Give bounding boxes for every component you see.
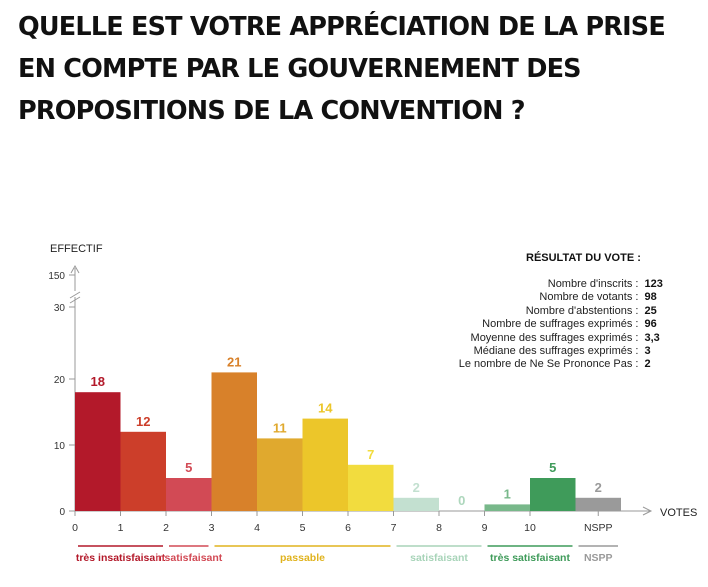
result-row: Le nombre de Ne Se Prononce Pas : 2 — [380, 358, 680, 371]
bar — [393, 497, 439, 511]
result-row: Nombre d'abstentions : 25 — [380, 305, 680, 318]
y-axis-arrow — [70, 264, 80, 274]
category-label: NSPP — [584, 552, 613, 564]
x-tick-label: 5 — [300, 522, 306, 534]
bar-value-label: 2 — [413, 480, 420, 495]
bar — [211, 372, 257, 511]
result-label: Le nombre de Ne Se Prononce Pas : — [458, 358, 639, 371]
bar — [484, 504, 530, 511]
y-tick-label: 150 — [48, 271, 65, 282]
result-row: Nombre de suffrages exprimés : 96 — [380, 318, 680, 331]
bar-value-label: 14 — [318, 401, 333, 416]
result-value: 96 — [644, 318, 657, 331]
y-tick-label: 0 — [59, 507, 65, 518]
bar-value-label: 7 — [367, 447, 374, 462]
bar-value-label: 18 — [91, 374, 105, 389]
category-label: passable — [280, 552, 325, 564]
x-tick-label: 8 — [436, 522, 442, 534]
x-tick-label: NSPP — [584, 522, 613, 534]
y-tick-label: 20 — [54, 375, 66, 386]
bar — [257, 438, 303, 511]
result-label: Médiane des suffrages exprimés : — [473, 344, 639, 357]
page-title: QUELLE EST VOTRE APPRÉCIATION DE LA PRIS… — [18, 6, 698, 132]
bar-value-label: 1 — [504, 486, 511, 501]
result-value: 3 — [644, 344, 651, 357]
result-list: Nombre d'inscrits :123 Nombre de votants … — [380, 278, 680, 372]
category-label: très satisfaisant — [490, 552, 570, 564]
result-row: Nombre d'inscrits : 123 — [380, 278, 680, 291]
bar-value-label: 0 — [458, 493, 465, 508]
x-tick-label: 3 — [209, 522, 215, 534]
result-title: RÉSULTAT DU VOTE : — [526, 252, 641, 264]
result-row: Moyenne des suffrages exprimés : 3,3 — [380, 332, 680, 345]
result-value: 2 — [644, 358, 651, 371]
x-tick-label: 1 — [118, 522, 124, 534]
result-label: Nombre de votants : — [539, 291, 639, 304]
bar — [75, 392, 121, 511]
x-axis-arrow — [642, 506, 653, 516]
result-label: Nombre d'inscrits : — [547, 278, 639, 290]
bar — [302, 418, 348, 511]
result-label: Moyenne des suffrages exprimés : — [470, 331, 639, 344]
axis-break-mark — [69, 296, 81, 304]
result-row: Nombre de votants : 98 — [380, 291, 680, 304]
x-axis-label: VOTES — [660, 507, 697, 519]
result-value: 98 — [644, 291, 657, 304]
category-label: très insatisfaisant — [76, 552, 166, 564]
bar-value-label: 5 — [185, 460, 192, 475]
x-tick-label: 0 — [72, 522, 78, 534]
y-tick-label: 10 — [54, 441, 66, 452]
bar-value-label: 5 — [549, 460, 556, 475]
x-tick-label: 4 — [254, 522, 260, 534]
result-label: Nombre de suffrages exprimés : — [482, 318, 639, 331]
bar — [120, 431, 166, 511]
y-tick-label: 30 — [54, 303, 66, 314]
bar-value-label: 2 — [595, 480, 602, 495]
result-value: 123 — [644, 278, 663, 290]
result-value: 25 — [644, 304, 657, 317]
title-line-3: PROPOSITIONS DE LA CONVENTION ? — [18, 96, 526, 126]
axis-break-mark — [69, 291, 81, 299]
x-tick-label: 10 — [524, 522, 536, 534]
x-tick-label: 6 — [345, 522, 351, 534]
bar-value-label: 21 — [227, 354, 241, 369]
title-line-1: QUELLE EST VOTRE APPRÉCIATION DE LA PRIS… — [18, 12, 666, 42]
bar-value-label: 11 — [273, 420, 287, 435]
result-value: 3,3 — [644, 331, 660, 344]
y-axis-label: EFFECTIF — [50, 243, 103, 255]
bar-value-label: 12 — [136, 414, 150, 429]
bar — [348, 464, 394, 511]
category-label: insatisfaisant — [155, 552, 223, 564]
bar — [575, 497, 621, 511]
x-tick-label: 2 — [163, 522, 169, 534]
result-label: Nombre d'abstentions : — [525, 304, 639, 317]
bar — [530, 478, 576, 511]
result-row: Médiane des suffrages exprimés : 3 — [380, 345, 680, 358]
category-label: satisfaisant — [410, 552, 468, 564]
x-tick-label: 7 — [391, 522, 397, 534]
title-line-2: EN COMPTE PAR LE GOUVERNEMENT DES — [18, 54, 582, 84]
bar — [166, 478, 212, 511]
x-tick-label: 9 — [482, 522, 488, 534]
